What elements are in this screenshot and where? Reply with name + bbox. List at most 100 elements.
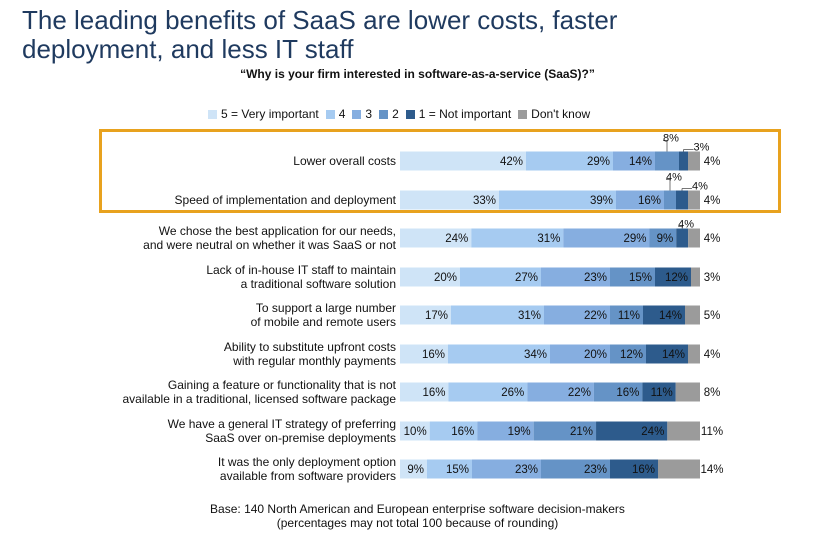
bar-value-label: 39% (590, 195, 613, 207)
bar-value-label: 22% (568, 387, 591, 399)
legend-swatch (208, 109, 217, 119)
bar-segment (610, 267, 655, 287)
bar-segment (448, 344, 550, 364)
bar-value-label: 29% (623, 233, 646, 245)
bar-segment (526, 151, 613, 171)
bar-value-label: 4% (704, 156, 721, 168)
legend-item: Don't know (518, 107, 590, 121)
base-note: Base: 140 North American and European en… (0, 502, 835, 530)
bar-segment (676, 190, 688, 210)
legend-label: 2 (392, 107, 399, 121)
callout-value-label: 4% (666, 172, 682, 184)
highlight-box (99, 129, 781, 213)
bar-segment (472, 459, 541, 479)
bar-segment (688, 151, 700, 171)
bar-segment (667, 421, 700, 441)
bar-segment (477, 421, 534, 441)
bar-value-label: 3% (704, 272, 721, 284)
bar-value-label: 14% (659, 310, 682, 322)
bar-value-label: 9% (407, 464, 424, 476)
base-note-line-1: Base: 140 North American and European en… (210, 502, 625, 516)
category-label: We chose the best application for our ne… (143, 224, 396, 252)
bar-segment (429, 421, 478, 441)
callout-value-label: 3% (694, 142, 710, 154)
legend-swatch (325, 109, 335, 119)
category-label: Ability to substitute upfront costs with … (224, 340, 396, 368)
legend-swatch (379, 109, 389, 119)
bar-segment (610, 305, 643, 325)
bar-value-label: 11% (701, 426, 723, 438)
bar-segment (642, 382, 676, 402)
bar-value-label: 19% (508, 426, 531, 438)
bar-value-label: 11% (618, 310, 640, 322)
bar-segment (658, 459, 700, 479)
bar-value-label: 24% (641, 426, 664, 438)
bar-value-label: 20% (584, 349, 607, 361)
bar-value-label: 12% (620, 349, 643, 361)
category-label: It was the only deployment option availab… (218, 455, 396, 483)
category-label: We have a general IT strategy of preferr… (168, 417, 396, 445)
bar-value-label: 14% (700, 464, 723, 476)
bar-segment (400, 151, 526, 171)
bar-value-label: 16% (638, 195, 661, 207)
bar-segment (610, 344, 646, 364)
bar-segment (655, 267, 691, 287)
bar-segment (448, 382, 528, 402)
bar-segment (593, 382, 643, 402)
bar-segment (691, 267, 700, 287)
legend-label: 5 = Very important (221, 107, 319, 121)
bar-segment (460, 267, 541, 287)
bar-segment (688, 228, 700, 248)
bar-value-label: 16% (632, 464, 655, 476)
bar-value-label: 21% (570, 426, 593, 438)
bar-value-label: 27% (515, 272, 538, 284)
bar-value-label: 5% (704, 310, 721, 322)
bar-value-label: 42% (500, 156, 523, 168)
bar-segment (613, 151, 655, 171)
bar-segment (649, 228, 677, 248)
bar-segment (400, 382, 449, 402)
bar-value-label: 16% (451, 426, 474, 438)
bar-segment (675, 382, 700, 402)
category-label: To support a large number of mobile and r… (251, 301, 396, 329)
bar-segment (400, 190, 499, 210)
bar-value-label: 14% (662, 349, 685, 361)
page-headline: The leading benefits of SaaS are lower c… (22, 6, 822, 64)
chart-title: “Why is your firm interested in software… (240, 67, 595, 81)
bar-segment (400, 344, 448, 364)
bar-segment (679, 151, 688, 171)
bar-segment (688, 190, 700, 210)
bar-value-label: 8% (704, 387, 721, 399)
callout-value-label: 4% (678, 219, 694, 231)
bar-segment (664, 190, 676, 210)
bar-segment (655, 151, 679, 171)
bar-segment (400, 421, 430, 441)
bar-segment (427, 459, 472, 479)
bar-value-label: 34% (524, 349, 547, 361)
legend-label: Don't know (531, 107, 591, 121)
bar-segment (527, 382, 594, 402)
chart-legend: 5 = Very important 4 3 2 1 = Not important Do… (208, 107, 597, 121)
legend-item: 3 (352, 107, 372, 121)
callout-value-label: 4% (692, 181, 708, 193)
category-label: Lower overall costs (293, 154, 396, 168)
bar-segment (610, 459, 658, 479)
bar-segment (544, 305, 610, 325)
bar-value-label: 16% (422, 349, 445, 361)
bar-segment (541, 267, 610, 287)
bar-value-label: 14% (629, 156, 652, 168)
bar-value-label: 23% (515, 464, 538, 476)
headline-line-2: deployment, and less IT staff (22, 34, 354, 64)
bar-value-label: 16% (422, 387, 445, 399)
bar-segment (400, 228, 472, 248)
bar-segment (676, 228, 689, 248)
legend-swatch (405, 109, 415, 119)
bar-segment (499, 190, 616, 210)
base-note-line-2: (percentages may not total 100 because o… (276, 516, 559, 530)
bar-value-label: 22% (584, 310, 607, 322)
bar-segment (643, 305, 685, 325)
bar-value-label: 17% (425, 310, 448, 322)
legend-label: 1 = Not important (418, 107, 512, 121)
bar-value-label: 11% (651, 387, 673, 399)
